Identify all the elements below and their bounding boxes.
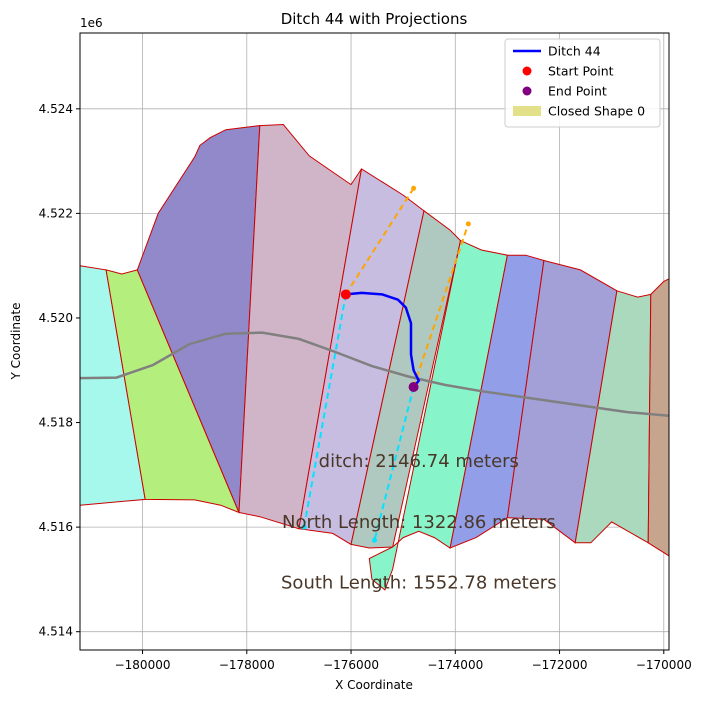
x-ticks: −180000 −178000 −176000 −174000 −172000 −1700… [115,650,692,672]
annotations: ditch: 2146.74 meters North Length: 1322.… [281,451,557,593]
legend-marker-swatch [522,86,532,96]
region-polygon [574,290,652,544]
projection-line [344,187,415,295]
projection-endpoint [465,221,471,227]
legend-label: End Point [548,84,607,99]
x-tick-label: −174000 [427,658,483,672]
y-tick-label: 4.516 [39,520,73,534]
annotation-text: North Length: 1322.86 meters [282,512,556,533]
x-tick-label: −172000 [532,658,588,672]
y-axis-label: Y Coordinate [9,303,23,381]
region-polygon [647,278,669,557]
x-tick-label: −176000 [323,658,379,672]
x-axis-label: X Coordinate [335,678,413,692]
annotation-text: ditch: 2146.74 meters [319,451,519,472]
annotation-text: South Length: 1552.78 meters [281,572,557,593]
projection-line [412,223,470,388]
y-tick-label: 4.514 [39,625,73,639]
x-tick-label: −178000 [219,658,275,672]
legend-patch-swatch [513,106,541,116]
projection-endpoint [301,524,307,530]
y-tick-label: 4.520 [39,311,73,325]
legend-label: Closed Shape 0 [548,104,645,119]
ditch-line [345,291,421,388]
y-tick-label: 4.518 [39,416,73,430]
legend: Ditch 44 Start Point End Point Closed Shape… [504,38,661,128]
legend-label: Ditch 44 [548,44,601,59]
legend-box [504,38,661,128]
y-tick-label: 4.524 [39,102,73,116]
projection-line [373,386,415,541]
trend-line [80,331,669,417]
x-tick-label: −170000 [636,658,692,672]
projection-lines [301,185,471,543]
end-point-marker [408,381,419,392]
projection-endpoint [411,185,417,191]
y-offset-label: 1e6 [80,16,103,30]
start-point-marker [340,289,351,300]
projection-endpoint [372,537,377,543]
chart-title: Ditch 44 with Projections [281,10,468,28]
plot-frame [79,32,670,651]
trend-line-path [80,331,669,417]
y-tick-label: 4.522 [39,206,73,220]
legend-marker-swatch [522,66,532,76]
x-tick-label: −180000 [115,658,171,672]
region-polygon [105,269,240,514]
ditch-line-group [340,289,421,392]
legend-label: Start Point [548,64,614,79]
y-ticks: 4.514 4.516 4.518 4.520 4.522 4.524 [39,102,80,639]
